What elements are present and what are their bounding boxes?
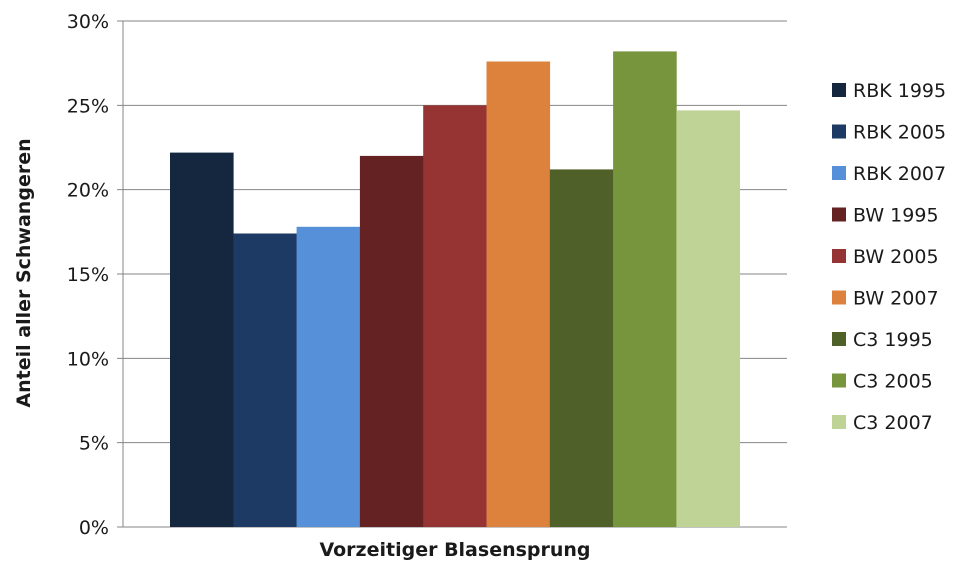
legend-label: RBK 2007	[853, 163, 946, 185]
legend-swatch	[832, 374, 846, 388]
legend-label: C3 1995	[853, 329, 933, 351]
x-axis-title: Vorzeitiger Blasensprung	[319, 539, 590, 561]
bar-rbk-1995	[170, 153, 234, 527]
legend-swatch	[832, 125, 846, 139]
bar-rbk-2007	[297, 227, 361, 527]
y-axis-title: Anteil aller Schwangeren	[13, 138, 35, 407]
bar-rbk-2005	[233, 234, 297, 528]
legend-swatch	[832, 166, 846, 180]
legend-swatch	[832, 332, 846, 346]
bar-bw-2005	[423, 105, 487, 527]
legend-item-c3-2005[interactable]: C3 2005	[832, 371, 933, 393]
legend-item-rbk-2005[interactable]: RBK 2005	[832, 122, 946, 144]
legend-label: C3 2007	[853, 412, 933, 434]
bar-c3-2007	[676, 110, 740, 527]
legend-swatch	[832, 415, 846, 429]
bars	[170, 51, 740, 527]
legend-item-bw-1995[interactable]: BW 1995	[832, 205, 939, 227]
legend-item-bw-2005[interactable]: BW 2005	[832, 246, 939, 268]
y-tick-label: 15%	[67, 264, 109, 286]
legend-swatch	[832, 208, 846, 222]
bar-c3-2005	[613, 51, 677, 527]
legend-label: RBK 2005	[853, 122, 946, 144]
legend-swatch	[832, 249, 846, 263]
legend-label: BW 2007	[853, 288, 939, 310]
legend-label: C3 2005	[853, 371, 933, 393]
legend-item-c3-1995[interactable]: C3 1995	[832, 329, 933, 351]
legend-item-c3-2007[interactable]: C3 2007	[832, 412, 933, 434]
legend[interactable]: RBK 1995 RBK 2005 RBK 2007 BW 1995 BW 2005 BW…	[832, 80, 946, 434]
y-tick-label: 0%	[79, 517, 109, 539]
legend-label: BW 2005	[853, 246, 939, 268]
bar-bw-2007	[487, 62, 551, 528]
y-tick-label: 10%	[67, 348, 109, 370]
y-tick-label: 20%	[67, 180, 109, 202]
legend-item-bw-2007[interactable]: BW 2007	[832, 288, 939, 310]
y-axis-ticks: 0% 5% 10% 15% 20% 25% 30%	[67, 11, 109, 539]
legend-label: RBK 1995	[853, 80, 946, 102]
legend-swatch	[832, 83, 846, 97]
y-tick-label: 30%	[67, 11, 109, 33]
legend-label: BW 1995	[853, 205, 939, 227]
y-tick-label: 5%	[79, 433, 109, 455]
legend-item-rbk-2007[interactable]: RBK 2007	[832, 163, 946, 185]
bar-bw-1995	[360, 156, 424, 527]
y-tick-label: 25%	[67, 95, 109, 117]
legend-item-rbk-1995[interactable]: RBK 1995	[832, 80, 946, 102]
legend-swatch	[832, 291, 846, 305]
bar-c3-1995	[550, 169, 614, 527]
